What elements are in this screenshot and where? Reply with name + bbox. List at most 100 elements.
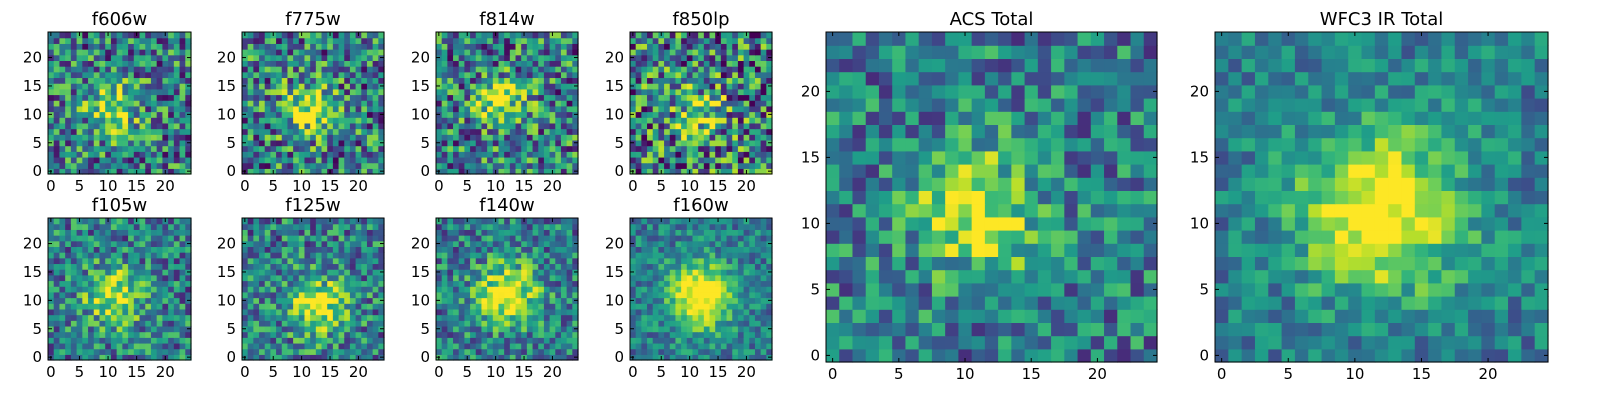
heatmap-cell — [766, 280, 773, 287]
heatmap-cell — [242, 320, 249, 327]
heatmap-cell — [332, 162, 340, 169]
heatmap-cell — [82, 66, 89, 73]
heatmap-cell — [709, 168, 716, 175]
heatmap-cell — [509, 257, 517, 265]
heatmap-cell — [65, 111, 72, 118]
heatmap-cell — [692, 291, 699, 299]
heatmap-cell — [304, 269, 311, 276]
heatmap-cell — [321, 128, 328, 135]
heatmap-cell — [53, 303, 61, 310]
heatmap-cell — [726, 117, 733, 124]
heatmap-cell — [372, 218, 379, 225]
heatmap-cell — [664, 348, 671, 355]
heatmap-cell — [59, 274, 66, 282]
heatmap-cell — [264, 145, 271, 152]
heatmap-cell — [566, 54, 573, 61]
heatmap-cell — [504, 49, 511, 56]
heatmap-cell — [361, 269, 368, 276]
heatmap-cell — [99, 291, 106, 299]
heatmap-cell — [715, 308, 722, 316]
heatmap-cell — [709, 71, 716, 79]
heatmap-cell — [458, 77, 465, 84]
heatmap-cell — [652, 49, 659, 56]
heatmap-cell — [436, 77, 443, 84]
heatmap-cell — [538, 100, 545, 107]
heatmap-cell — [344, 139, 351, 147]
heatmap-cell — [481, 37, 488, 44]
heatmap-cell — [332, 320, 340, 327]
heatmap-cell — [754, 274, 762, 282]
heatmap-cell — [743, 291, 750, 299]
heatmap-cell — [521, 145, 528, 152]
heatmap-cell — [185, 88, 192, 96]
heatmap-cell — [555, 286, 562, 293]
heatmap-cell — [344, 218, 351, 225]
heatmap-cell — [281, 291, 289, 299]
heatmap-cell — [168, 314, 175, 321]
heatmap-cell — [538, 128, 545, 135]
heatmap-cell — [498, 128, 505, 135]
heatmap-cell — [458, 145, 465, 152]
heatmap-cell — [344, 100, 351, 107]
heatmap-cell — [247, 342, 254, 350]
heatmap-cell — [315, 274, 323, 282]
heatmap-cell — [566, 100, 573, 107]
heatmap-cell — [253, 337, 260, 344]
heatmap-cell — [436, 246, 443, 253]
heatmap-cell — [509, 337, 517, 344]
heatmap-cell — [526, 252, 534, 259]
heatmap-cell — [53, 320, 61, 327]
heatmap-cell — [355, 229, 362, 236]
heatmap-cell — [253, 100, 260, 107]
heatmap-cell — [253, 218, 260, 225]
heatmap-cell — [321, 54, 328, 61]
heatmap-cell — [549, 257, 556, 265]
heatmap-cell — [150, 297, 158, 304]
heatmap-cell — [453, 246, 460, 253]
heatmap-cell — [70, 246, 78, 253]
heatmap-cell — [675, 331, 682, 338]
heatmap-cell — [139, 94, 146, 101]
heatmap-cell — [743, 77, 750, 84]
heatmap-cell — [162, 246, 169, 253]
heatmap-cell — [156, 128, 163, 135]
heatmap-cell — [504, 229, 511, 236]
heatmap-cell — [675, 139, 682, 147]
heatmap-cell — [110, 139, 118, 147]
heatmap-cell — [70, 331, 78, 338]
heatmap-cell — [470, 66, 477, 73]
heatmap-cell — [521, 337, 528, 344]
heatmap-cell — [349, 331, 357, 338]
heatmap-cell — [709, 337, 716, 344]
heatmap-cell — [168, 94, 175, 101]
heatmap-cell — [692, 274, 699, 282]
heatmap-cell — [669, 43, 677, 50]
heatmap-cell — [498, 49, 505, 56]
heatmap-cell — [647, 60, 654, 67]
heatmap-cell — [88, 303, 95, 310]
heatmap-cell — [481, 32, 488, 39]
heatmap-cell — [270, 257, 277, 265]
heatmap-cell — [332, 274, 340, 282]
heatmap-cell — [361, 83, 368, 90]
heatmap-cell — [470, 342, 477, 350]
heatmap-cell — [675, 117, 682, 124]
heatmap-cell — [139, 66, 146, 73]
heatmap-cell — [698, 162, 705, 169]
heatmap-cell — [658, 342, 665, 350]
heatmap-cell — [53, 83, 61, 90]
heatmap-cell — [487, 314, 494, 321]
heatmap-cell — [128, 320, 135, 327]
heatmap-cell — [276, 162, 283, 169]
heatmap-cell — [122, 32, 129, 39]
heatmap-cell — [173, 60, 181, 67]
heatmap-cell — [310, 122, 317, 130]
heatmap-cell — [70, 280, 78, 287]
heatmap-cell — [264, 37, 271, 44]
heatmap-cell — [749, 314, 756, 321]
heatmap-cell — [470, 60, 477, 67]
heatmap-cell — [76, 88, 83, 96]
heatmap-cell — [349, 337, 357, 344]
heatmap-cell — [139, 43, 146, 50]
heatmap-cell — [543, 43, 551, 50]
